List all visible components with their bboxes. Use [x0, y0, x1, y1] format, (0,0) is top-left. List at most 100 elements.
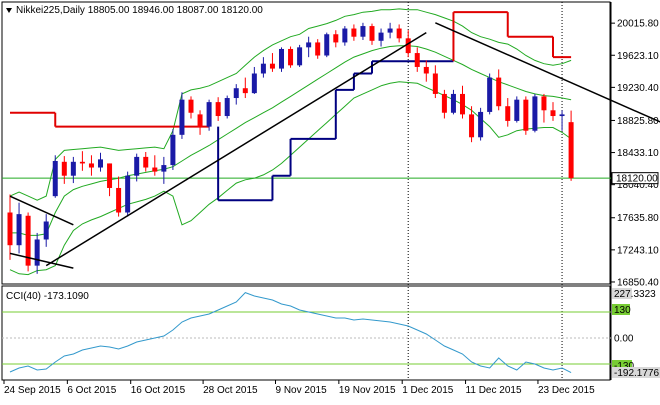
candle-body: [360, 26, 366, 37]
date-tick-label: 9 Nov 2015: [276, 385, 328, 396]
price-tick-label: 18433.10: [617, 148, 659, 159]
trailing-stop: [10, 11, 572, 202]
candle-body: [523, 99, 529, 131]
candle-body: [405, 38, 411, 54]
candle-body: [342, 28, 348, 43]
cci-axis: 227.3323 130 0.00 -130 -192.1776: [612, 288, 660, 379]
candle-body: [541, 96, 547, 111]
candle-body: [288, 48, 294, 66]
date-tick-label: 1 Dec 2015: [402, 385, 454, 396]
candle-body: [16, 214, 22, 246]
candle-body: [206, 102, 212, 127]
candle-body: [369, 26, 375, 41]
date-tick-label: 28 Oct 2015: [203, 385, 258, 396]
candle-body: [550, 110, 556, 117]
current-price-marker: 18120.00: [611, 172, 659, 185]
candle-body: [34, 239, 40, 266]
candles: [7, 22, 574, 274]
current-price-label: 18120.00: [616, 174, 658, 185]
grid: [2, 2, 611, 380]
cci-panel-caption: CCI(40) -173.1090: [6, 291, 89, 302]
candle-body: [152, 167, 158, 172]
price-tick-label: 18040.40: [617, 180, 659, 191]
price-tick-label: 16850.40: [617, 277, 659, 288]
price-tick-label: 18825.80: [617, 116, 659, 127]
candle-body: [460, 93, 465, 115]
candle-body: [396, 28, 402, 39]
candle-body: [88, 163, 94, 168]
candle-body: [532, 96, 538, 131]
candle-body: [378, 32, 384, 41]
trendline: [45, 31, 427, 267]
date-tick-label: 19 Nov 2015: [339, 385, 396, 396]
candle-body: [25, 215, 31, 266]
candle-body: [134, 156, 140, 176]
main-panel-caption: Nikkei225,Daily 18805.00 18946.00 18087.…: [16, 5, 263, 16]
price-tick-label: 19230.40: [617, 83, 659, 94]
price-tick-label: 20015.80: [617, 19, 659, 30]
trendline: [9, 252, 74, 269]
candle-body: [260, 63, 266, 74]
cci-indicator: [2, 292, 611, 374]
candle-body: [487, 77, 493, 112]
candle-body: [242, 88, 248, 94]
candle-body: [79, 161, 85, 164]
cci-min-label: -192.1776: [614, 368, 659, 379]
candle-body: [559, 114, 565, 117]
candle-body: [423, 66, 429, 74]
cci-line: [9, 292, 572, 374]
candle-body: [306, 42, 312, 48]
candle-body: [450, 93, 456, 113]
candle-body: [315, 42, 321, 56]
candle-body: [514, 99, 520, 121]
candle-body: [333, 34, 339, 43]
price-tick-label: 17635.80: [617, 213, 659, 224]
candle-body: [324, 34, 330, 56]
candle-body: [279, 48, 284, 69]
date-tick-label: 11 Dec 2015: [466, 385, 522, 396]
candle-body: [351, 28, 357, 37]
candle-body: [568, 122, 574, 179]
candle-body: [224, 98, 230, 117]
candle-body: [179, 99, 185, 135]
date-tick-label: 16 Oct 2015: [131, 385, 186, 396]
candle-body: [215, 102, 221, 117]
candle-body: [297, 47, 303, 66]
main-caption: Nikkei225,Daily 18805.00 18946.00 18087.…: [6, 5, 263, 16]
price-tick-label: 19623.10: [617, 51, 659, 62]
bollinger-upper-line: [9, 8, 572, 201]
main-panel-frame: [1, 1, 611, 285]
candle-body: [70, 161, 76, 176]
candle-body: [269, 63, 275, 69]
candle-body: [7, 212, 13, 246]
date-tick-label: 6 Oct 2015: [67, 385, 116, 396]
date-axis: 24 Sep 2015 6 Oct 2015 16 Oct 2015 28 Oct 2…: [3, 380, 595, 396]
candle-body: [505, 106, 511, 121]
candle-body: [125, 175, 131, 213]
candle-body: [61, 161, 67, 176]
trendlines: [9, 22, 660, 269]
date-tick-label: 23 Dec 2015: [538, 385, 595, 396]
candle-body: [98, 159, 103, 168]
bollinger-middle-line: [10, 45, 572, 236]
price-axis: 20015.80 19623.10 19230.40 18825.80 18433.10…: [611, 19, 659, 288]
candle-body: [496, 77, 502, 107]
trendline: [435, 22, 660, 123]
candle-body: [188, 99, 194, 113]
cci-max-label: 227.3323: [614, 289, 656, 300]
candle-body: [43, 221, 49, 240]
cci-zero-label: 0.00: [614, 334, 634, 345]
price-tick-label: 17243.10: [617, 245, 659, 256]
cci-lower-level-label: -130: [614, 361, 634, 372]
candle-body: [469, 114, 475, 138]
candle-body: [107, 163, 113, 188]
candle-body: [116, 187, 122, 213]
candle-body: [170, 134, 176, 166]
dropdown-arrow-icon[interactable]: [6, 8, 12, 13]
candle-body: [478, 111, 484, 138]
candle-body: [197, 114, 203, 127]
trendline: [9, 195, 74, 226]
candle-body: [441, 93, 447, 113]
